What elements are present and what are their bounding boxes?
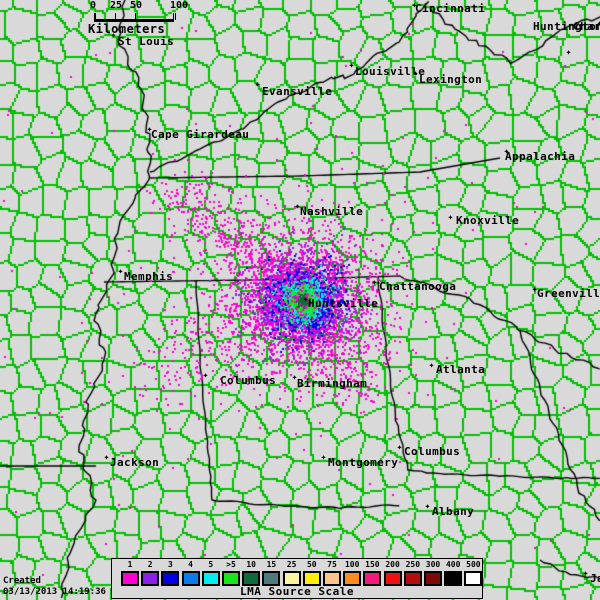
legend-tick-15: 300 — [425, 560, 441, 569]
legend-swatch-3 — [161, 571, 180, 586]
city-label-knoxville: Knoxville — [456, 214, 520, 227]
legend-swatch-15 — [262, 571, 281, 586]
city-label-chattanooga: Chattanooga — [379, 280, 457, 293]
city-marker-huntington: ✦ — [565, 47, 572, 58]
city-label-charleston: Charleston — [573, 20, 600, 33]
legend-swatch-400 — [444, 571, 463, 586]
city-marker-ja: ✦ — [582, 568, 589, 579]
city-label-appalachia: Appalachia — [505, 150, 576, 163]
legend-color-swatches — [112, 571, 483, 587]
city-label-atlanta: Atlanta — [436, 363, 486, 376]
scale-tick-0: 0 — [90, 0, 97, 11]
city-marker-cape-girardeau: ✦ — [146, 124, 153, 135]
legend-swatch-150 — [363, 571, 382, 586]
legend-tick-2: 3 — [167, 560, 173, 569]
legend-tick-4: 5 — [208, 560, 214, 569]
legend-tick-11: 100 — [344, 560, 360, 569]
legend-swatch->5 — [222, 571, 240, 586]
legend-swatch-50 — [302, 571, 321, 586]
legend-tick-12: 150 — [365, 560, 380, 569]
scale-bar-rule — [94, 13, 176, 22]
city-marker-st-louis: ✦ — [110, 30, 117, 41]
city-marker-evansville: ✦ — [254, 79, 261, 90]
city-label-nashville: Nashville — [300, 205, 364, 218]
legend-swatch-1 — [121, 571, 139, 586]
city-label-cincinnati: Cincinnati — [415, 2, 486, 15]
city-label-columbus: Columbus — [404, 445, 461, 458]
legend-swatch-4 — [181, 571, 200, 586]
legend-swatch-2 — [141, 571, 160, 586]
scale-bar: 0 25 50 100 Kilometers — [88, 0, 188, 36]
legend-tick-3: 4 — [188, 560, 194, 569]
city-marker-birmingham: ✦ — [291, 372, 298, 383]
legend-tick-9: 50 — [306, 560, 317, 569]
legend-tick-1: 2 — [147, 560, 153, 569]
city-label-birmingham: Birmingham — [297, 377, 368, 390]
legend-tick-16: 400 — [445, 560, 461, 569]
city-label-greenville: Greenville — [537, 287, 600, 300]
city-label-evansville: Evansville — [262, 85, 333, 98]
legend-tick-13: 200 — [385, 560, 400, 569]
legend-swatch-10 — [242, 571, 261, 586]
legend-panel: 1 2 3 4 5 >5 10 15 25 50 75 100 150 200 250 300 400 500 L… — [111, 558, 483, 599]
city-marker-cincinnati: ✦ — [411, 0, 418, 11]
city-marker-huntsville: ✦ — [302, 294, 309, 305]
legend-swatch-25 — [282, 571, 301, 586]
city-label-albany: Albany — [432, 505, 475, 518]
city-marker-greenville: ✦ — [531, 284, 538, 295]
legend-tick-14: 250 — [405, 560, 421, 569]
city-marker-nashville: ✦ — [294, 201, 301, 212]
scale-bar-ticks: 0 25 50 100 — [88, 0, 188, 12]
legend-tick-8: 25 — [286, 560, 297, 569]
city-label-lexington: Lexington — [419, 73, 483, 86]
city-marker-appalachia: ✦ — [503, 146, 510, 157]
legend-swatch-5 — [201, 571, 220, 586]
city-marker-memphis: ✦ — [117, 266, 124, 277]
city-marker-albany: ✦ — [424, 501, 431, 512]
city-marker-atlanta: ✦ — [428, 360, 435, 371]
city-marker-columbus: ✦ — [202, 370, 209, 381]
city-label-ja: Ja — [590, 572, 600, 585]
scale-tick-25: 25 — [110, 0, 123, 11]
legend-tick-5: >5 — [226, 560, 236, 569]
created-label: Created — [3, 576, 41, 586]
legend-tick-6: 10 — [246, 560, 257, 569]
legend-swatch-200 — [383, 571, 402, 586]
created-stamp: Created 03/13/2013 14:19:36 — [3, 576, 106, 598]
legend-title: LMA Source Scale — [240, 585, 354, 598]
city-marker-charleston: ✦ — [596, 18, 600, 29]
legend-tick-7: 15 — [266, 560, 277, 569]
city-marker-lexington: ✦ — [412, 68, 419, 79]
legend-swatch-500 — [464, 571, 483, 586]
city-label-memphis: Memphis — [124, 270, 174, 283]
city-marker-knoxville: ✦ — [447, 212, 454, 223]
legend-tick-17: 500 — [466, 560, 481, 569]
legend-tick-labels: 1 2 3 4 5 >5 10 15 25 50 75 100 150 200 250 300 400 500 — [112, 559, 482, 571]
city-marker-montgomery: ✦ — [320, 452, 327, 463]
city-label-louisville: Louisville — [355, 65, 426, 78]
city-label-montgomery: Montgomery — [328, 456, 399, 469]
city-marker-chattanooga: ✦ — [371, 277, 378, 288]
legend-tick-10: 75 — [327, 560, 337, 569]
scale-tick-100: 100 — [170, 0, 189, 11]
created-timestamp: 03/13/2013 14:19:36 — [3, 587, 106, 597]
city-label-huntington: Huntington — [533, 20, 600, 33]
city-marker-louisville: ✦ — [348, 60, 355, 71]
city-label-st-louis: St Louis — [118, 35, 175, 48]
legend-swatch-250 — [403, 571, 422, 586]
legend-swatch-100 — [343, 571, 362, 586]
city-label-cape-girardeau: Cape Girardeau — [151, 128, 250, 141]
city-label-huntsville: Huntsville — [308, 297, 379, 310]
scale-tick-50: 50 — [130, 0, 143, 11]
city-label-columbus: Columbus — [220, 374, 277, 387]
legend-tick-0: 1 — [127, 560, 133, 569]
city-label-jackson: Jackson — [110, 456, 160, 469]
scale-bar-unit-label: Kilometers — [88, 22, 166, 36]
city-marker-jackson: ✦ — [103, 452, 110, 463]
legend-swatch-75 — [323, 571, 341, 586]
city-marker-columbus: ✦ — [396, 442, 403, 453]
legend-swatch-300 — [424, 571, 442, 586]
